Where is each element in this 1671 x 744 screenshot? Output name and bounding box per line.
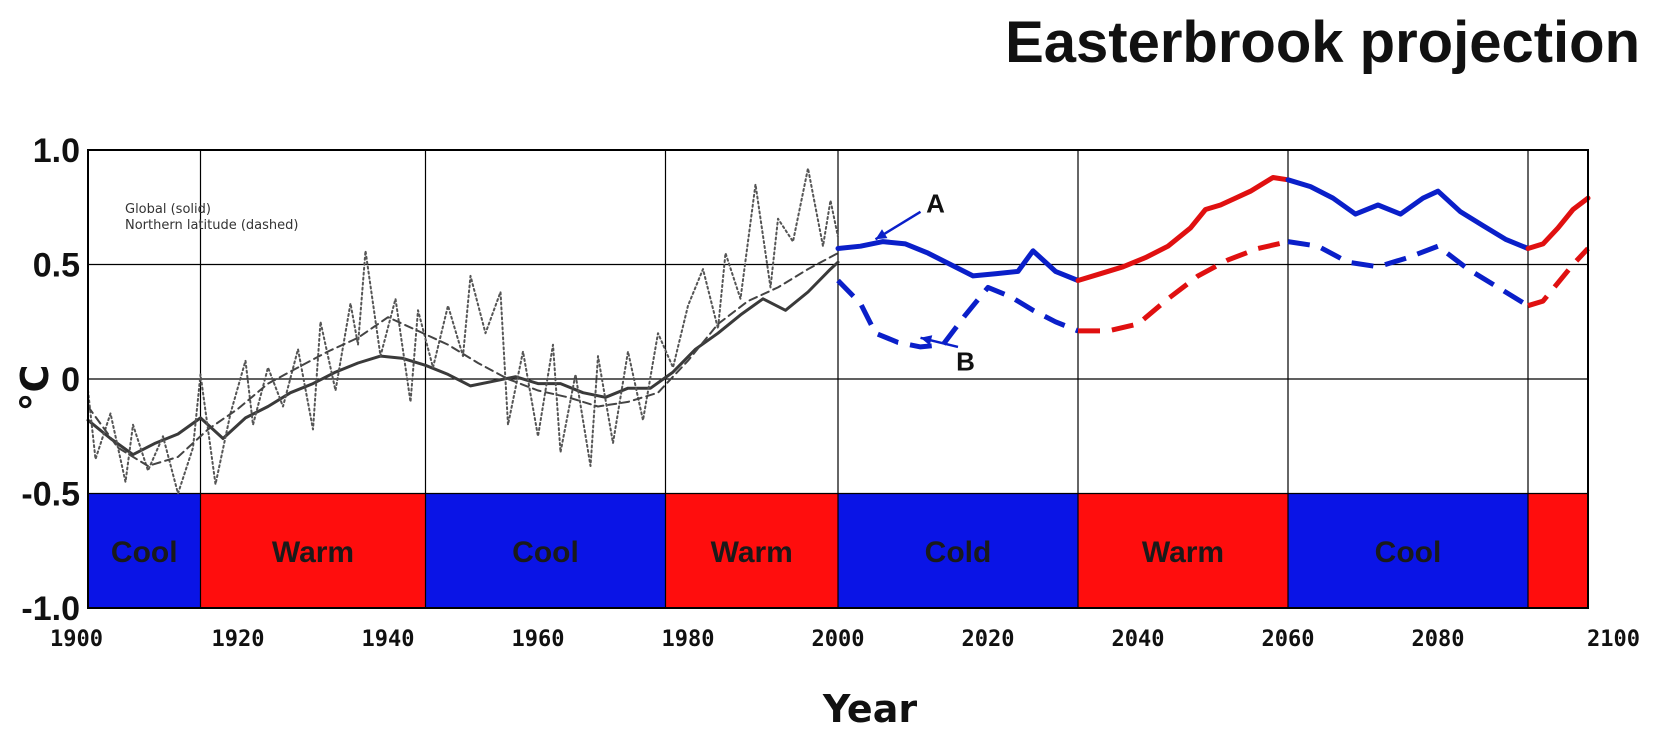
x-tick-label-2060: 2060 [1262, 627, 1315, 652]
legend: Global (solid) Northern latitude (dashed… [125, 202, 298, 233]
series-line-4-dashed-blue [836, 278, 1079, 350]
legend-entry-global: Global (solid) [125, 202, 211, 217]
x-tick-labels: 1900 1920 1940 1960 1980 2000 2020 2040 2060 2080… [50, 627, 1640, 652]
phase-band-3 [665, 493, 838, 608]
x-tick-label-2080: 2080 [1412, 627, 1465, 652]
series-line-6-dashed-blue [1287, 239, 1530, 308]
phase-band-label-2: Cool [512, 536, 579, 569]
phase-band-label-0: Cool [111, 536, 178, 569]
annotation-arrowhead-B [920, 335, 933, 346]
phase-band-4 [838, 493, 1078, 608]
y-tick-label-0: 1.0 [33, 132, 80, 170]
phase-band-2 [425, 493, 666, 608]
x-axis-label: Year [822, 687, 917, 731]
annotations: AB [874, 189, 975, 377]
phase-band-5 [1078, 493, 1288, 608]
y-tick-label-2: 0 [61, 361, 80, 399]
plot-frame [87, 149, 1589, 609]
series-line-3-solid-red [1525, 195, 1591, 251]
annotation-label-A: A [926, 189, 945, 219]
series-line-5-dashed-red [1078, 239, 1289, 334]
x-tick-label-2040: 2040 [1112, 627, 1165, 652]
y-tick-labels: 1.0 0.5 0 -0.5 -1.0 [21, 132, 80, 628]
x-tick-label-2100: 2100 [1587, 627, 1640, 652]
legend-entry-northern: Northern latitude (dashed) [125, 218, 298, 233]
series-line-9-historic-dotted-historic [87, 167, 839, 495]
x-tick-label-1900: 1900 [50, 627, 103, 652]
phase-band-label-3: Warm [711, 536, 793, 569]
y-tick-label-4: -1.0 [21, 590, 80, 628]
phase-band-label-6: Cool [1375, 536, 1442, 569]
x-tick-label-2020: 2020 [962, 627, 1015, 652]
series-line-7-dashed-red [1527, 246, 1590, 309]
x-tick-label-2000: 2000 [812, 627, 865, 652]
y-axis-label: °C [13, 365, 57, 412]
plot-border [87, 149, 1589, 609]
historic-series-group [86, 167, 840, 495]
annotation-arrowhead-A [875, 229, 888, 240]
phase-band-0 [88, 493, 201, 608]
series-line-2-solid-blue [1285, 177, 1531, 251]
phase-band-label-4: Cold [925, 536, 992, 569]
phase-band-7 [1528, 493, 1588, 608]
projection-series-group [835, 175, 1591, 350]
chart-title: Easterbrook projection [1005, 10, 1640, 75]
x-tick-label-1960: 1960 [512, 627, 565, 652]
grid-lines [88, 150, 1588, 608]
x-tick-label-1940: 1940 [362, 627, 415, 652]
phase-band-label-5: Warm [1142, 536, 1224, 569]
phase-band-6 [1288, 493, 1528, 608]
phase-band-label-1: Warm [272, 536, 354, 569]
series-line-0-solid-blue [835, 239, 1081, 283]
y-tick-label-1: 0.5 [33, 247, 80, 285]
series-line-10-historic-dashed-historic [87, 252, 839, 467]
x-tick-label-1980: 1980 [662, 627, 715, 652]
x-tick-label-1920: 1920 [212, 627, 265, 652]
annotation-label-B: B [956, 347, 975, 377]
series-line-1-solid-red [1075, 175, 1291, 283]
phase-band-1 [200, 493, 426, 608]
y-tick-label-3: -0.5 [21, 476, 80, 514]
series-line-8-historic-solid-historic [86, 260, 840, 457]
climate-phase-bands: Cool Warm Cool Warm Cold Warm Cool [88, 493, 1588, 608]
